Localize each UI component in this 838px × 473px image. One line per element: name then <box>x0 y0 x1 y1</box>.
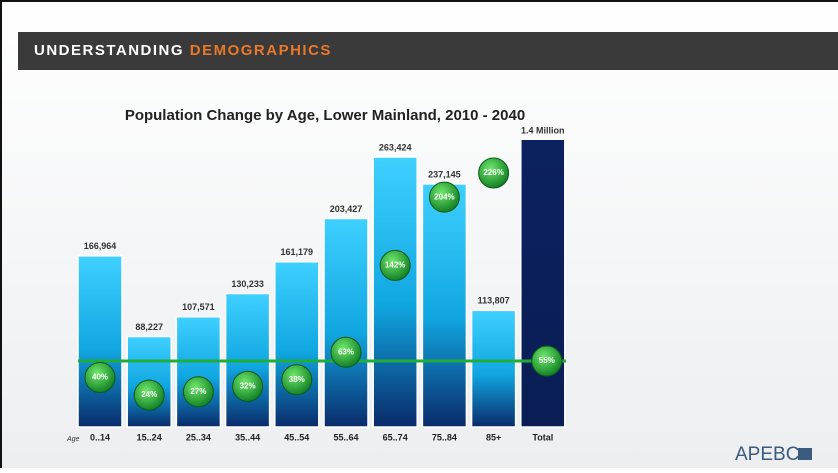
percent-label: 27% <box>190 387 206 396</box>
x-tick-label: 0..14 <box>90 432 110 442</box>
percent-marker <box>281 364 313 396</box>
value-label: 107,571 <box>182 302 215 312</box>
x-tick-label: 25..34 <box>186 432 211 442</box>
percent-label: 226% <box>483 168 503 177</box>
bar <box>77 255 123 428</box>
header-title-2: DEMOGRAPHICS <box>190 42 332 59</box>
percent-label: 55% <box>539 356 555 365</box>
brand: APEBC <box>735 444 799 465</box>
bar <box>274 261 320 428</box>
x-axis-label: Age <box>66 436 80 443</box>
value-label: 113,807 <box>478 296 510 306</box>
x-tick-label: 75..84 <box>432 432 457 442</box>
value-label: 237,145 <box>428 169 461 179</box>
percent-label: 24% <box>141 390 157 399</box>
value-label: 263,424 <box>379 142 412 152</box>
chart-title: Population Change by Age, Lower Mainland… <box>125 107 525 124</box>
value-label: 88,227 <box>135 322 163 332</box>
percent-label: 38% <box>289 375 305 384</box>
bar <box>323 217 369 428</box>
value-label: 161,179 <box>281 247 314 257</box>
x-tick-label: 45..54 <box>284 432 309 442</box>
x-tick-label: 35..44 <box>235 432 260 442</box>
value-label: 166,964 <box>84 241 117 251</box>
total-bar <box>520 140 566 428</box>
percent-marker <box>182 376 214 408</box>
percent-label: 63% <box>338 347 354 356</box>
percent-marker <box>531 345 563 377</box>
percent-marker <box>428 181 460 213</box>
x-tick-label: 65..74 <box>383 432 408 442</box>
header-bar <box>18 32 838 70</box>
percent-marker <box>133 379 165 411</box>
bar <box>175 315 222 428</box>
brand-icon <box>798 448 812 460</box>
percent-marker <box>478 157 510 189</box>
percent-marker <box>84 362 116 394</box>
value-label: 1.4 Million <box>521 125 565 135</box>
percent-marker <box>232 370 264 402</box>
percent-marker <box>330 336 362 368</box>
x-tick-label: Total <box>532 432 553 442</box>
percent-label: 142% <box>385 260 405 269</box>
bar <box>372 156 418 428</box>
x-tick-label: 55..64 <box>333 432 358 442</box>
x-tick-label: 85+ <box>486 432 501 442</box>
x-tick-label: 15..24 <box>137 432 162 442</box>
header-title: UNDERSTANDING DEMOGRAPHICS <box>34 42 332 59</box>
bar <box>470 309 517 428</box>
percent-label: 204% <box>434 192 454 201</box>
header-title-1: UNDERSTANDING <box>34 42 184 59</box>
percent-label: 40% <box>92 373 108 382</box>
percent-marker <box>379 249 411 281</box>
value-label: 203,427 <box>330 204 363 214</box>
bar <box>421 183 468 428</box>
percent-label: 32% <box>240 381 256 390</box>
value-label: 130,233 <box>231 279 264 289</box>
